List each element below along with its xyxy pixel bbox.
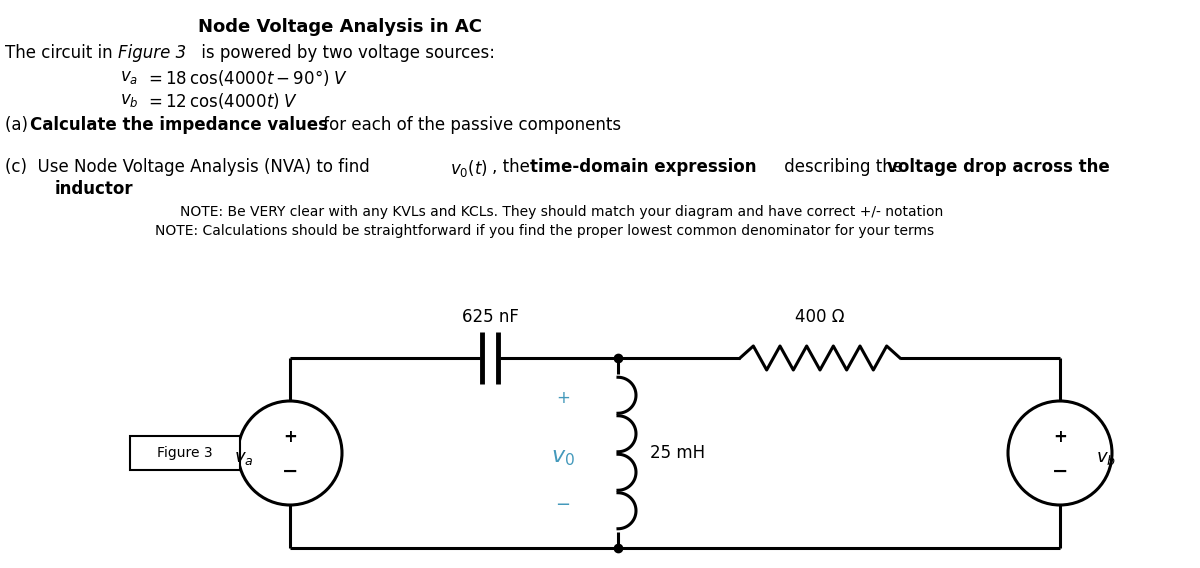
FancyBboxPatch shape [130, 436, 240, 470]
Text: for each of the passive components: for each of the passive components [318, 116, 622, 134]
Text: +: + [1054, 428, 1067, 446]
Text: Calculate the impedance values: Calculate the impedance values [30, 116, 328, 134]
Text: −: − [282, 461, 298, 481]
Text: $v_a$: $v_a$ [120, 68, 138, 86]
Text: (c)  Use Node Voltage Analysis (NVA) to find: (c) Use Node Voltage Analysis (NVA) to f… [5, 158, 374, 176]
Text: Figure 3: Figure 3 [118, 44, 186, 62]
Text: NOTE: Calculations should be straightforward if you find the proper lowest commo: NOTE: Calculations should be straightfor… [155, 224, 934, 238]
Text: is powered by two voltage sources:: is powered by two voltage sources: [196, 44, 496, 62]
Text: +: + [283, 428, 296, 446]
Text: inductor: inductor [55, 180, 133, 198]
Text: 400 Ω: 400 Ω [796, 308, 845, 326]
Text: $= 18\,\cos(4000t - 90°)\;V$: $= 18\,\cos(4000t - 90°)\;V$ [145, 68, 348, 88]
Text: NOTE: Be VERY clear with any KVLs and KCLs. They should match your diagram and h: NOTE: Be VERY clear with any KVLs and KC… [180, 205, 943, 219]
Text: 625 nF: 625 nF [462, 308, 518, 326]
Text: time-domain expression: time-domain expression [530, 158, 756, 176]
Text: Figure 3: Figure 3 [157, 446, 212, 460]
Text: , the: , the [492, 158, 535, 176]
Text: voltage drop across the: voltage drop across the [887, 158, 1110, 176]
Text: The circuit in: The circuit in [5, 44, 118, 62]
Text: −: − [1052, 461, 1068, 481]
Text: (a): (a) [5, 116, 34, 134]
Text: $v_b$: $v_b$ [1096, 449, 1116, 467]
Text: $= 12\,\cos(4000t)\;V$: $= 12\,\cos(4000t)\;V$ [145, 91, 298, 111]
Text: $v_0(t)$: $v_0(t)$ [450, 158, 488, 179]
Text: +: + [556, 389, 570, 407]
Text: describing the: describing the [779, 158, 908, 176]
Text: −: − [556, 496, 570, 514]
Text: $v_a$: $v_a$ [234, 449, 254, 467]
Text: Node Voltage Analysis in AC: Node Voltage Analysis in AC [198, 18, 482, 36]
Text: $v_0$: $v_0$ [551, 448, 575, 468]
Text: $v_b$: $v_b$ [120, 91, 139, 109]
Text: 25 mH: 25 mH [650, 444, 706, 462]
